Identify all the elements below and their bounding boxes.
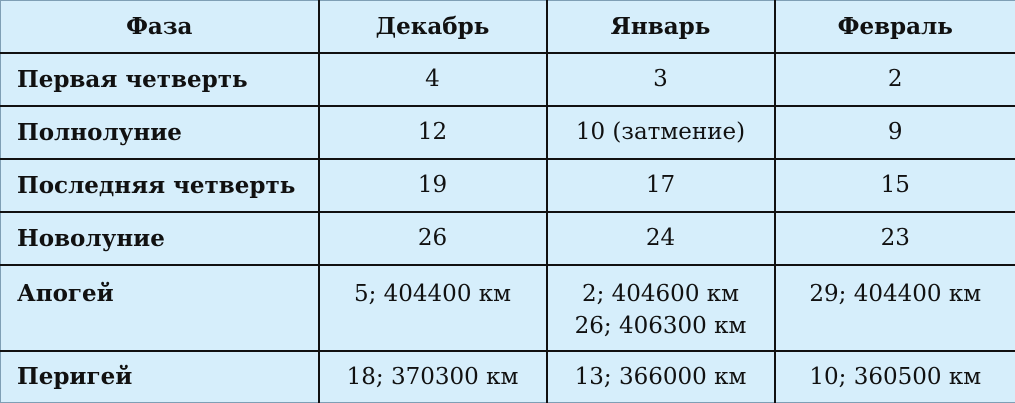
value-cell: 15 xyxy=(775,159,1015,212)
value-line: 5; 404400 км xyxy=(336,278,530,310)
value-line: 29; 404400 км xyxy=(792,278,1000,310)
value-cell: 12 xyxy=(319,106,547,159)
header-phase: Фаза xyxy=(1,1,319,53)
value-line: 10 (затмение) xyxy=(564,119,758,145)
value-line: 17 xyxy=(564,172,758,198)
value-line: 12 xyxy=(336,119,530,145)
table-row: Последняя четверть 19 17 15 xyxy=(1,159,1015,212)
table-row: Перигей 18; 370300 км 13; 366000 км 10; 360… xyxy=(1,351,1015,403)
value-cell: 17 xyxy=(547,159,775,212)
value-cell: 23 xyxy=(775,212,1015,265)
phase-cell: Перигей xyxy=(1,351,319,403)
value-cell: 26 xyxy=(319,212,547,265)
value-cell: 29; 404400 км xyxy=(775,265,1015,351)
value-line: 4 xyxy=(336,66,530,92)
value-line: 18; 370300 км xyxy=(336,364,530,390)
header-february: Февраль xyxy=(775,1,1015,53)
value-line: 2 xyxy=(792,66,1000,92)
value-cell: 3 xyxy=(547,53,775,106)
value-line: 26; 406300 км xyxy=(564,310,758,342)
header-row: Фаза Декабрь Январь Февраль xyxy=(1,1,1015,53)
value-cell: 10 (затмение) xyxy=(547,106,775,159)
header-january: Январь xyxy=(547,1,775,53)
value-line: 15 xyxy=(792,172,1000,198)
table-row: Полнолуние 12 10 (затмение) 9 xyxy=(1,106,1015,159)
phase-cell: Новолуние xyxy=(1,212,319,265)
value-line: 26 xyxy=(336,225,530,251)
value-line: 19 xyxy=(336,172,530,198)
phase-cell: Полнолуние xyxy=(1,106,319,159)
value-cell: 5; 404400 км xyxy=(319,265,547,351)
value-cell: 13; 366000 км xyxy=(547,351,775,403)
header-december: Декабрь xyxy=(319,1,547,53)
value-cell: 19 xyxy=(319,159,547,212)
value-line: 2; 404600 км xyxy=(564,278,758,310)
phase-cell: Последняя четверть xyxy=(1,159,319,212)
value-cell: 4 xyxy=(319,53,547,106)
value-line: 10; 360500 км xyxy=(792,364,1000,390)
value-line: 23 xyxy=(792,225,1000,251)
table-row: Новолуние 26 24 23 xyxy=(1,212,1015,265)
value-line: 24 xyxy=(564,225,758,251)
value-line: 3 xyxy=(564,66,758,92)
value-cell: 24 xyxy=(547,212,775,265)
value-cell: 18; 370300 км xyxy=(319,351,547,403)
phase-cell: Первая четверть xyxy=(1,53,319,106)
table-row: Первая четверть 4 3 2 xyxy=(1,53,1015,106)
value-cell: 10; 360500 км xyxy=(775,351,1015,403)
value-cell: 2 xyxy=(775,53,1015,106)
value-cell: 9 xyxy=(775,106,1015,159)
phase-cell: Апогей xyxy=(1,265,319,351)
value-line: 9 xyxy=(792,119,1000,145)
value-line: 13; 366000 км xyxy=(564,364,758,390)
